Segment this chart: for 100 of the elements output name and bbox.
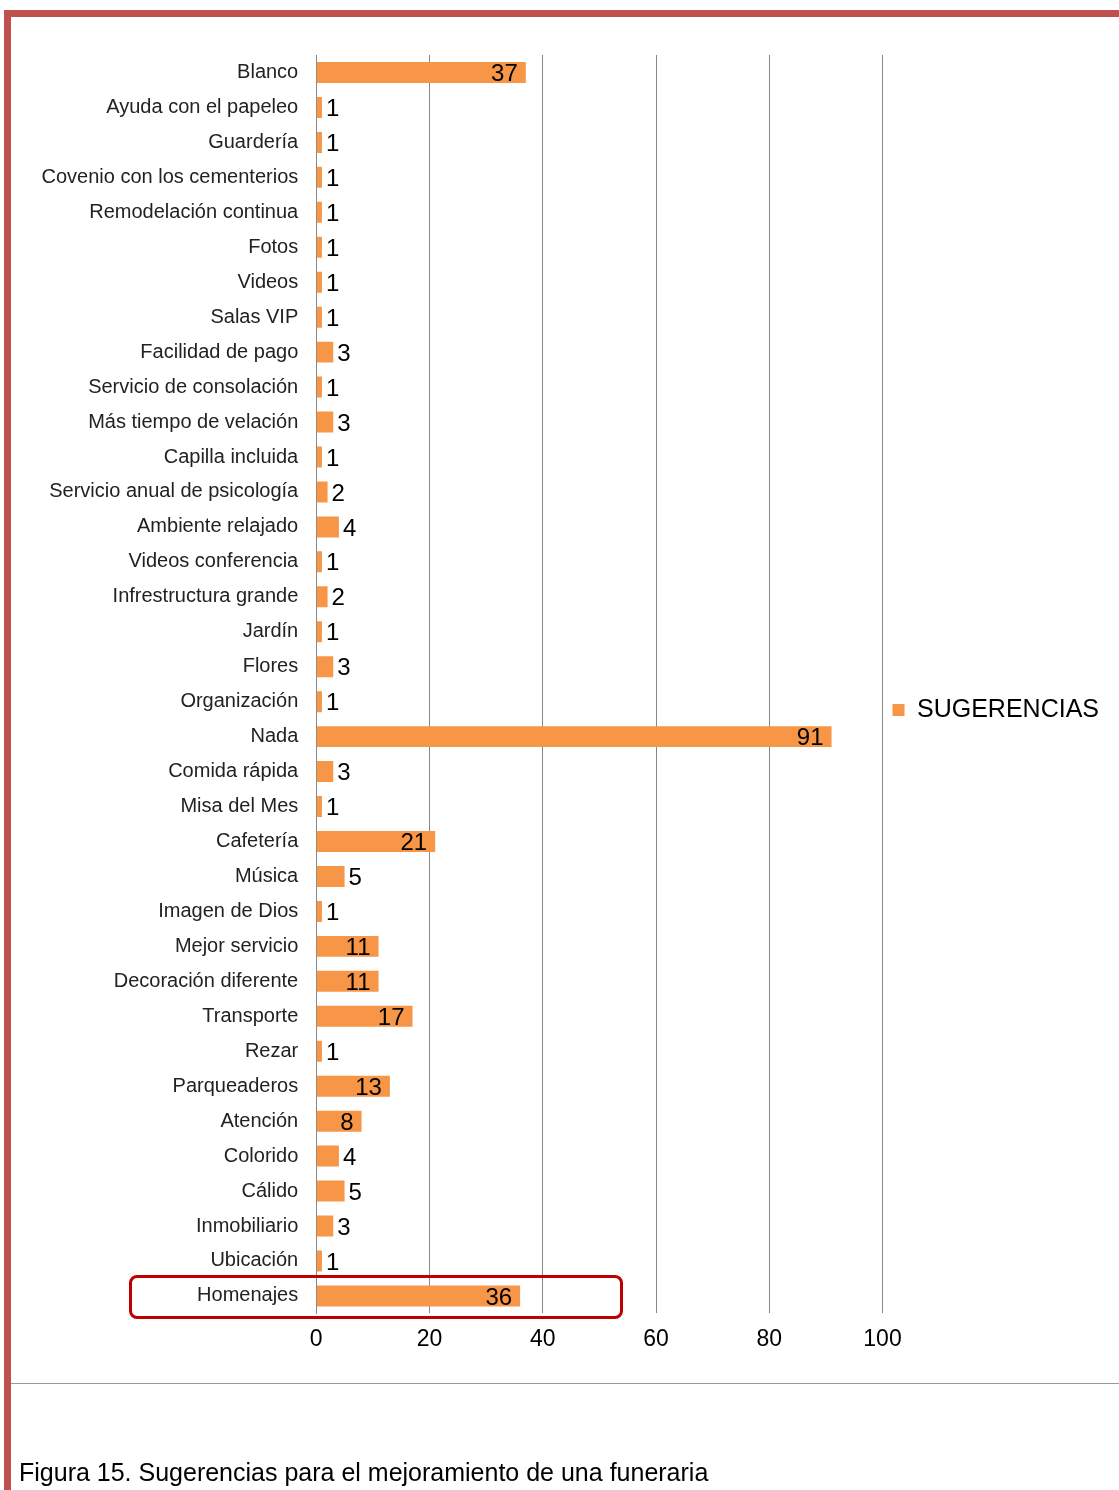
data-label: 1 [325,688,340,716]
bar [316,201,322,223]
bar [316,900,322,922]
data-label: 4 [342,513,357,541]
y-tick-label: Infrestructura grande [112,584,299,607]
data-label: 1 [325,793,340,821]
data-label: 1 [325,898,340,926]
bar [316,341,334,363]
x-tick-label: 20 [416,1324,443,1351]
bar [316,236,322,258]
x-tick-label: 60 [643,1324,669,1351]
data-label: 3 [337,1212,351,1240]
y-tick-label: Servicio de consolación [88,374,299,397]
y-tick-label: Salas VIP [210,304,299,327]
data-label: 1 [325,1247,340,1275]
y-tick-label: Colorido [223,1143,299,1166]
data-label: 1 [325,1037,340,1065]
y-tick-label: Cafetería [215,829,300,852]
y-tick-label: Remodelación continua [89,199,300,222]
bar [316,1285,521,1307]
x-tick-label: 0 [309,1324,323,1351]
bar [316,131,322,153]
bar [316,96,322,118]
y-tick-label: Música [234,863,300,886]
y-tick-label: Ayuda con el papeleo [106,94,299,117]
bar [316,1250,322,1272]
data-label: 1 [325,163,340,191]
data-label: 3 [337,408,351,436]
x-tick-label: 100 [863,1324,902,1351]
data-label: 11 [345,967,371,995]
data-label: 4 [342,1142,357,1170]
x-tick-label: 80 [756,1324,783,1351]
bar [316,1215,334,1237]
data-label: 3 [337,338,351,366]
y-tick-label: Transporte [202,1003,299,1026]
bar [316,481,328,503]
y-tick-label: Servicio anual de psicología [49,479,300,502]
bar [316,865,345,887]
data-label: 2 [331,478,345,506]
bar [316,726,832,748]
data-label: 1 [325,94,340,122]
y-tick-label: Videos conferencia [128,549,300,572]
data-label: 1 [325,303,340,331]
data-label: 1 [325,233,340,261]
data-label: 37 [491,59,518,87]
bar [316,306,322,328]
data-label: 3 [337,653,351,681]
bar [316,691,322,713]
y-tick-label: Blanco [237,59,299,82]
data-label: 1 [325,129,340,157]
bar [316,621,322,643]
data-label: 36 [485,1282,513,1310]
y-tick-label: Imagen de Dios [158,898,299,921]
y-tick-label: Ambiente relajado [137,514,299,537]
y-tick-label: Rezar [244,1038,299,1061]
data-label: 5 [348,1177,362,1205]
bar [316,796,322,818]
data-label: 11 [345,932,371,960]
data-label: 5 [348,863,362,891]
data-label: 8 [340,1107,354,1135]
y-tick-label: Cálido [241,1178,299,1201]
data-label: 1 [325,443,340,471]
data-label: 1 [325,373,340,401]
y-tick-label: Capilla incluida [163,444,300,467]
bar [316,271,322,293]
data-label: 2 [331,583,345,611]
y-tick-label: Atención [220,1108,299,1131]
x-tick-label: 40 [529,1324,556,1351]
bar [316,446,322,468]
bar [316,761,334,783]
bar [316,656,334,678]
bar [316,1040,322,1062]
y-tick-label: Jardín [242,619,299,642]
y-tick-label: Homenajes [197,1283,299,1306]
y-tick-label: Organización [180,689,299,712]
bar [316,551,322,573]
text: Figura 15. Sugerencias para el mejoramiento de una funeraria [19,1458,709,1487]
y-tick-label: Inmobiliario [195,1213,299,1236]
y-tick-label: Mejor servicio [174,933,299,956]
bar [316,586,328,608]
y-tick-label: Comida rápida [168,759,300,782]
y-tick-label: Parqueaderos [172,1073,299,1096]
y-tick-label: Misa del Mes [180,794,299,817]
y-tick-label: Flores [242,654,299,677]
y-tick-label: Ubicación [210,1248,299,1271]
data-label: 91 [796,723,824,751]
y-tick-label: Videos [237,269,299,292]
y-tick-label: Nada [250,724,300,747]
bar [316,516,339,538]
y-tick-label: Decoración diferente [113,968,299,991]
data-label: 13 [355,1072,382,1100]
bar [316,166,322,188]
bar [316,831,436,852]
data-label: 1 [325,618,340,646]
bar [316,1145,339,1167]
y-tick-label: Facilidad de pago [140,339,299,362]
bar [316,1180,345,1202]
bar [316,61,526,83]
data-label: 21 [400,828,428,856]
data-label: 17 [377,1002,405,1030]
